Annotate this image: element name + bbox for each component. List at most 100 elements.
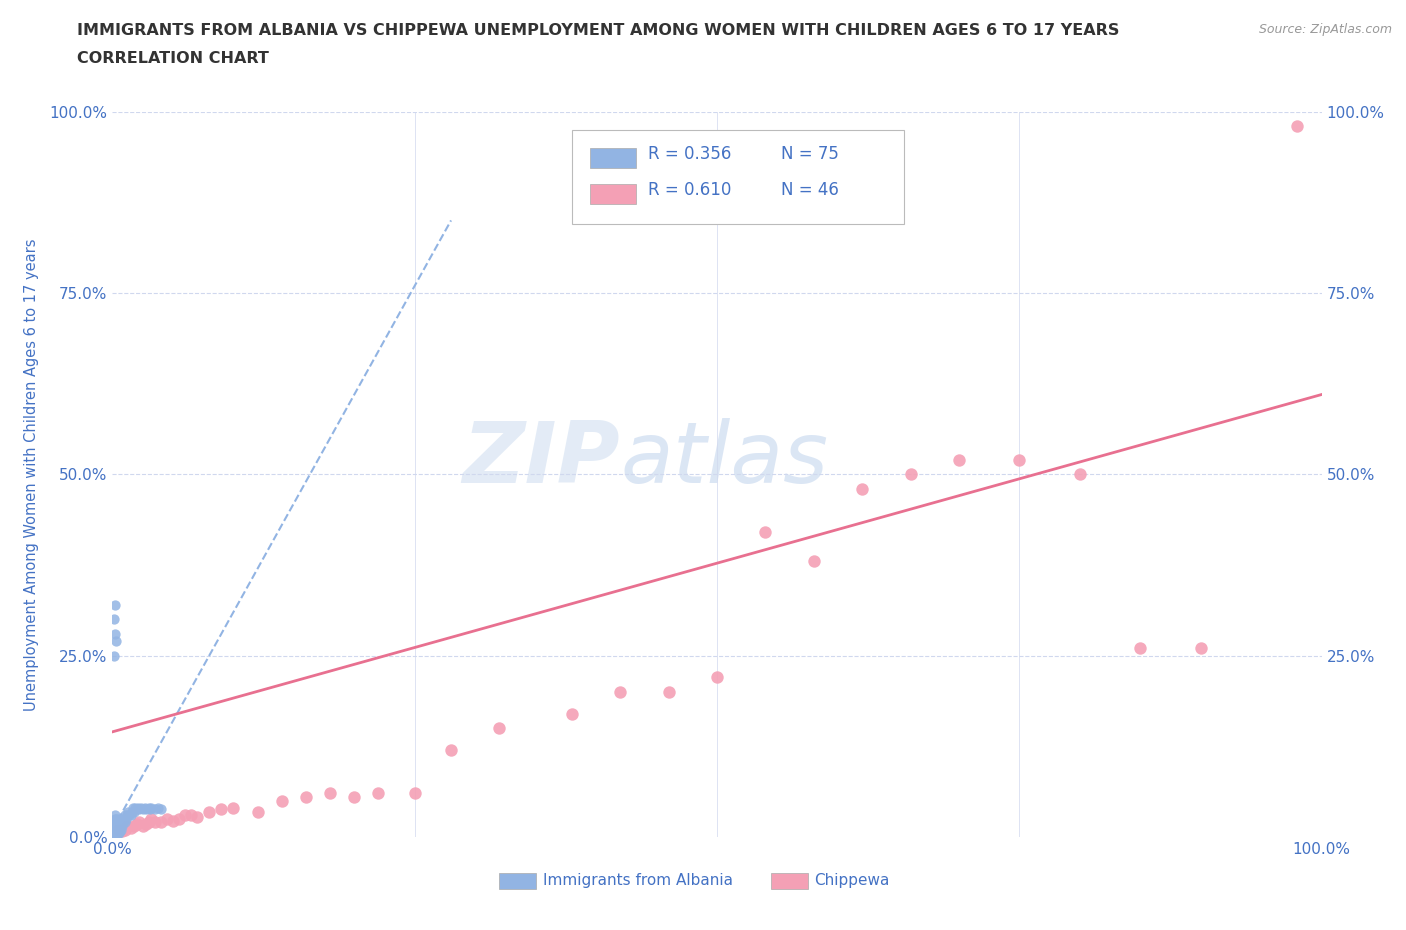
Point — [1008, 452, 1031, 467]
Text: atlas: atlas — [620, 418, 828, 501]
Point — [103, 825, 125, 840]
Point — [104, 828, 127, 843]
Point — [128, 802, 150, 817]
Point — [107, 822, 129, 837]
Point — [115, 818, 138, 833]
Bar — [499, 873, 536, 889]
Point — [104, 824, 127, 839]
Point — [198, 804, 221, 819]
Point — [174, 808, 197, 823]
Point — [105, 818, 128, 833]
Point — [125, 802, 148, 817]
Point — [104, 821, 127, 836]
Point — [114, 811, 136, 827]
Point — [900, 467, 922, 482]
Y-axis label: Unemployment Among Women with Children Ages 6 to 17 years: Unemployment Among Women with Children A… — [24, 238, 38, 711]
Text: R = 0.610: R = 0.610 — [648, 181, 731, 199]
Text: ZIP: ZIP — [463, 418, 620, 501]
Text: IMMIGRANTS FROM ALBANIA VS CHIPPEWA UNEMPLOYMENT AMONG WOMEN WITH CHILDREN AGES : IMMIGRANTS FROM ALBANIA VS CHIPPEWA UNEM… — [77, 23, 1119, 38]
Point — [149, 815, 172, 830]
Point — [561, 706, 583, 721]
Point — [143, 815, 166, 830]
Point — [138, 801, 160, 816]
Point — [105, 828, 128, 843]
Point — [104, 818, 127, 833]
Point — [1069, 467, 1091, 482]
Point — [107, 822, 129, 837]
Point — [104, 817, 127, 831]
Point — [135, 817, 157, 831]
Text: N = 75: N = 75 — [782, 145, 839, 163]
Point — [135, 802, 157, 817]
Point — [149, 802, 172, 817]
Point — [139, 802, 162, 817]
Point — [105, 818, 128, 833]
Point — [851, 482, 873, 497]
Point — [120, 808, 142, 823]
Point — [122, 804, 145, 819]
Point — [120, 821, 142, 836]
Point — [162, 814, 184, 829]
Point — [103, 828, 125, 843]
Point — [115, 808, 138, 823]
Point — [117, 804, 139, 819]
Point — [125, 817, 148, 831]
Point — [141, 801, 163, 816]
Point — [108, 824, 131, 839]
Point — [114, 815, 136, 830]
Text: R = 0.356: R = 0.356 — [648, 145, 731, 163]
Point — [104, 829, 127, 844]
Bar — [772, 873, 808, 889]
Point — [107, 811, 129, 827]
Point — [104, 627, 127, 642]
Point — [186, 809, 208, 824]
Text: Source: ZipAtlas.com: Source: ZipAtlas.com — [1258, 23, 1392, 36]
Point — [141, 811, 163, 827]
Point — [156, 811, 179, 827]
Point — [105, 825, 128, 840]
Point — [132, 802, 155, 817]
Point — [104, 822, 127, 837]
Point — [131, 801, 153, 816]
Point — [103, 827, 125, 842]
Point — [104, 597, 127, 612]
Point — [105, 826, 128, 841]
Point — [105, 811, 128, 827]
Point — [948, 452, 970, 467]
Point — [114, 808, 136, 823]
FancyBboxPatch shape — [572, 130, 904, 224]
Point — [105, 822, 128, 837]
Point — [128, 815, 150, 830]
Point — [105, 824, 128, 839]
Point — [112, 815, 135, 830]
Text: Chippewa: Chippewa — [814, 873, 889, 888]
Point — [103, 829, 125, 844]
Point — [105, 828, 128, 843]
Point — [143, 802, 166, 817]
Point — [103, 828, 125, 843]
Point — [121, 804, 143, 819]
Point — [110, 822, 132, 837]
Point — [104, 827, 127, 842]
Point — [103, 824, 125, 839]
Point — [440, 742, 463, 757]
Point — [127, 801, 149, 816]
Point — [110, 815, 132, 830]
Point — [103, 612, 125, 627]
Point — [111, 818, 134, 833]
Point — [609, 684, 631, 699]
Point — [105, 633, 128, 648]
Bar — [591, 184, 636, 205]
Point — [706, 670, 728, 684]
Point — [343, 790, 366, 804]
Point — [104, 815, 127, 830]
Point — [122, 818, 145, 833]
Point — [148, 801, 170, 816]
Point — [319, 786, 342, 801]
Point — [107, 826, 129, 841]
Point — [103, 826, 125, 841]
Point — [114, 822, 136, 837]
Point — [1286, 119, 1309, 134]
Text: Immigrants from Albania: Immigrants from Albania — [543, 873, 733, 888]
Point — [222, 801, 245, 816]
